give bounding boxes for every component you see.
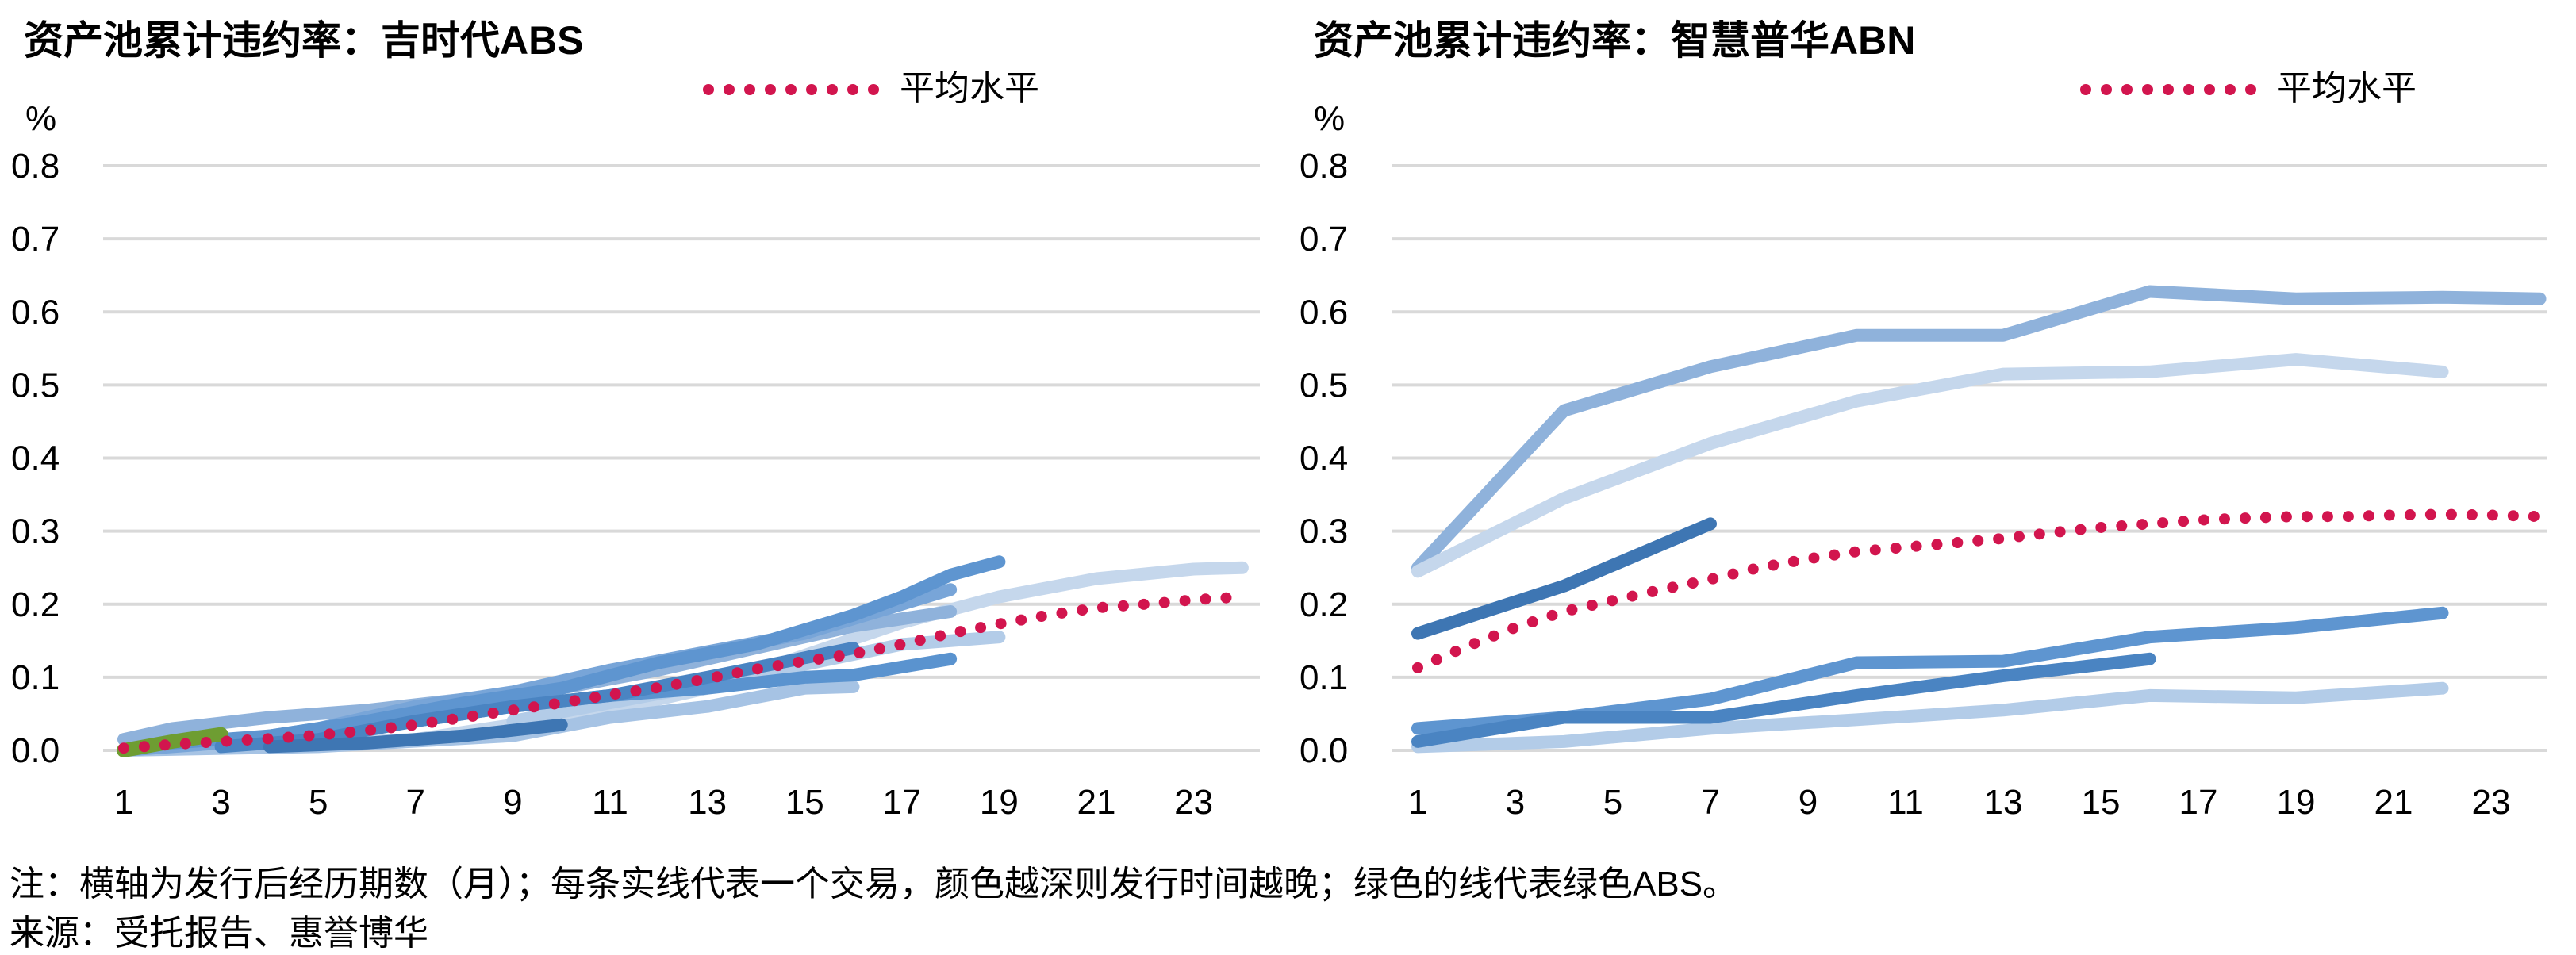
chart-note: 注：横轴为发行后经历期数（月）；每条实线代表一个交易，颜色越深则发行时间越晚；绿… — [10, 865, 1738, 903]
y-tick-label: 0.7 — [11, 220, 60, 259]
x-tick-label: 15 — [2082, 783, 2121, 822]
x-tick-label: 13 — [688, 783, 727, 822]
series-line-3 — [506, 631, 1006, 728]
x-tick-label: 23 — [2472, 783, 2511, 822]
x-tick-label: 23 — [1174, 783, 1213, 822]
x-tick-label: 13 — [1984, 783, 2023, 822]
x-tick-label: 9 — [1799, 783, 1818, 822]
x-tick-label: 1 — [1408, 783, 1427, 822]
x-tick-label: 3 — [1506, 783, 1525, 822]
average-line — [118, 591, 1248, 754]
average-line — [1412, 508, 2546, 673]
chart-title: 资产池累计违约率：智慧普华ABN — [1314, 18, 1915, 63]
x-tick-label: 5 — [1603, 783, 1622, 822]
x-tick-label: 19 — [980, 783, 1019, 822]
y-tick-label: 0.2 — [1300, 585, 1348, 624]
x-tick-label: 21 — [1077, 783, 1116, 822]
chart-jishidai-svg: 资产池累计违约率：吉时代ABS% 0.0 0.1 0.2 0.3 0.4 0.5 0.6 0.7… — [11, 18, 1260, 822]
x-tick-label: 15 — [785, 783, 824, 822]
y-tick-label: 0.3 — [1300, 512, 1348, 551]
series-line-2 — [1411, 353, 2449, 578]
y-tick-label: 0.6 — [11, 293, 60, 332]
y-axis-unit: % — [25, 99, 56, 138]
chart-title: 资产池累计违约率：吉时代ABS — [24, 18, 584, 63]
series-line-6 — [1411, 517, 1717, 640]
chart-panel-zhihuipuhua: 资产池累计违约率：智慧普华ABN% 0.0 0.1 0.2 0.3 0.4 0.5 0.6 0.… — [1288, 0, 2576, 841]
x-tick-label: 17 — [2179, 783, 2218, 822]
series-line-6 — [166, 555, 1006, 750]
x-tick-label: 7 — [1701, 783, 1720, 822]
y-tick-label: 0.5 — [11, 366, 60, 405]
chart-panel-jishidai: 资产池累计违约率：吉时代ABS% 0.0 0.1 0.2 0.3 0.4 0.5 0.6 0.7… — [0, 0, 1288, 841]
x-tick-label: 3 — [211, 783, 230, 822]
y-tick-label: 0.3 — [11, 512, 60, 551]
y-tick-label: 0.2 — [11, 585, 60, 624]
y-tick-label: 0.4 — [1300, 439, 1348, 478]
series-line-9 — [263, 718, 568, 754]
legend-average-label: 平均水平 — [900, 69, 1039, 108]
y-tick-label: 0.8 — [1300, 147, 1348, 186]
chart-source: 来源：受托报告、惠誉博华 — [10, 914, 428, 953]
x-tick-label: 9 — [503, 783, 522, 822]
y-tick-label: 0.6 — [1300, 293, 1348, 332]
y-tick-label: 0.0 — [11, 731, 60, 770]
y-tick-label: 0.0 — [1300, 731, 1348, 770]
y-axis-unit: % — [1314, 99, 1345, 138]
x-tick-label: 11 — [592, 783, 628, 822]
y-tick-label: 0.1 — [11, 658, 60, 697]
x-tick-label: 17 — [882, 783, 921, 822]
series-line-5 — [1411, 652, 2156, 748]
y-tick-label: 0.1 — [1300, 658, 1348, 697]
x-tick-label: 1 — [114, 783, 133, 822]
x-tick-label: 11 — [1887, 783, 1924, 822]
x-tick-label: 19 — [2277, 783, 2316, 822]
x-tick-label: 21 — [2374, 783, 2413, 822]
legend-average-label: 平均水平 — [2277, 69, 2417, 108]
series-line-1 — [1411, 285, 2547, 574]
y-tick-label: 0.7 — [1300, 220, 1348, 259]
x-tick-label: 7 — [406, 783, 425, 822]
y-tick-label: 0.8 — [11, 147, 60, 186]
y-tick-label: 0.4 — [11, 439, 60, 478]
series-line-3 — [1411, 681, 2449, 754]
y-tick-label: 0.5 — [1300, 366, 1348, 405]
x-tick-label: 5 — [309, 783, 328, 822]
chart-zhihuipuhua-svg: 资产池累计违约率：智慧普华ABN% 0.0 0.1 0.2 0.3 0.4 0.5 0.6 0.… — [1300, 18, 2547, 822]
